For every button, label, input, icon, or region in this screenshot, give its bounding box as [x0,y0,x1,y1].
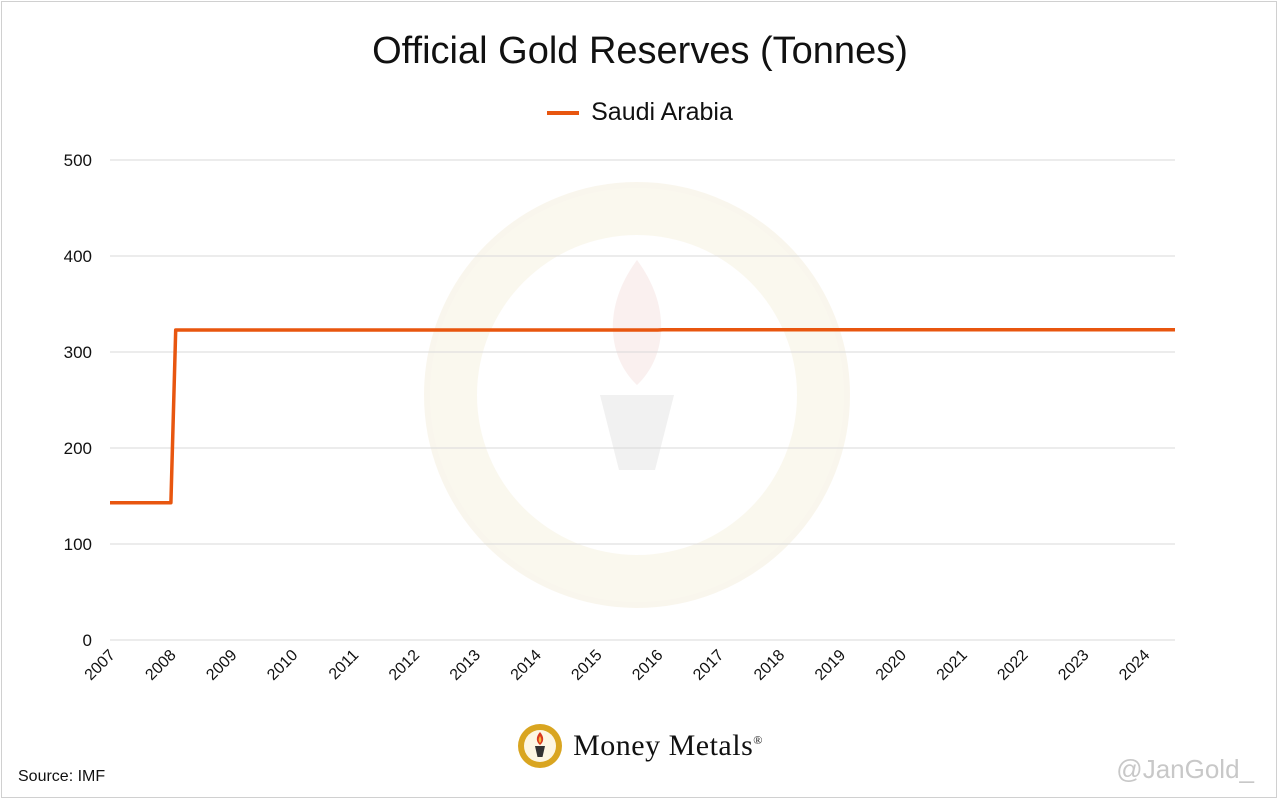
x-tick-label: 2020 [873,647,910,684]
brand-name: Money Metals® [573,729,763,762]
gridlines [110,159,1175,641]
money-metals-logo-icon [518,724,563,768]
y-tick-label: 200 [64,439,92,458]
x-axis-ticks: 2007 2008 2009 2010 2011 2012 2013 2014 2015 2016… [82,647,1154,684]
y-tick-label: 0 [83,631,92,650]
x-tick-label: 2021 [934,647,971,684]
x-tick-label: 2022 [994,647,1031,684]
brand-registered-mark: ® [753,733,763,747]
brand-footer: Money Metals® [0,723,1280,769]
x-tick-label: 2017 [690,647,727,684]
y-tick-label: 400 [64,247,92,266]
legend-swatch [547,110,580,115]
x-tick-label: 2010 [264,647,301,684]
y-tick-label: 300 [64,343,92,362]
x-tick-label: 2024 [1116,647,1153,684]
y-axis-ticks: 0 100 200 300 400 500 [64,151,92,650]
series-layer [110,328,1175,505]
x-tick-label: 2009 [203,647,240,684]
x-tick-label: 2014 [508,647,545,684]
y-tick-label: 500 [64,151,92,170]
chart-title: Official Gold Reserves (Tonnes) [372,30,908,72]
x-tick-label: 2011 [326,647,362,683]
x-tick-label: 2016 [629,647,666,684]
source-note: Source: IMF [18,768,106,785]
x-tick-label: 2013 [447,647,484,684]
y-tick-label: 100 [64,535,92,554]
x-tick-label: 2012 [386,647,423,684]
x-tick-label: 2019 [812,647,849,684]
x-tick-label: 2008 [142,647,179,684]
legend: Saudi Arabia [0,98,1280,127]
author-handle: @JanGold_ [1116,754,1254,784]
x-tick-label: 2015 [568,647,605,684]
series-line-0 [110,328,1175,505]
watermark-logo [424,182,850,608]
x-tick-label: 2023 [1055,647,1092,684]
x-tick-label: 2007 [82,647,119,684]
x-tick-label: 2018 [751,647,788,684]
legend-label: Saudi Arabia [591,98,733,126]
